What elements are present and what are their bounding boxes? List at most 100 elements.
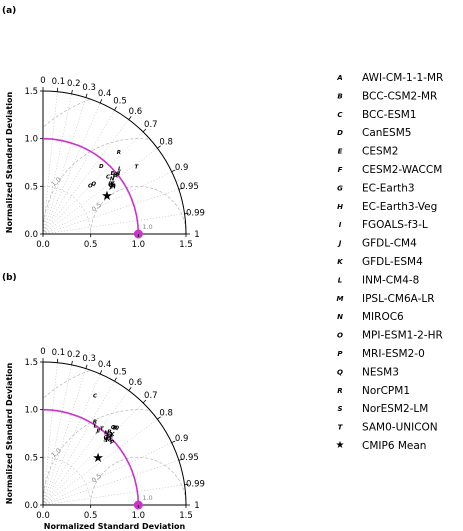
reference-arc: [42, 408, 140, 506]
correlation-label: 0.4: [98, 89, 112, 99]
data-point: E: [106, 435, 110, 441]
correlation-label: 0.3: [82, 83, 96, 93]
data-point: P: [110, 440, 114, 446]
rms-circle: [42, 370, 90, 399]
reference-label: 1.0: [142, 223, 152, 231]
data-point: O: [111, 425, 116, 431]
y-tick-label: 0.5: [24, 453, 38, 463]
data-point: M: [110, 183, 116, 189]
data-point: I: [98, 428, 100, 434]
correlation-label: 0: [40, 347, 45, 357]
rms-circle: [42, 409, 149, 506]
correlation-label: 0.1: [52, 348, 66, 358]
data-point: I: [118, 171, 120, 177]
correlation-label: 0.1: [52, 77, 66, 87]
correlation-label: 0.6: [129, 378, 143, 388]
x-axis-label: Normalized Standard Deviation: [44, 522, 186, 531]
y-tick-label: 1.0: [24, 406, 38, 416]
std-arc: [42, 409, 139, 506]
data-point: G: [104, 435, 109, 441]
legend-label: NorCPM1: [362, 385, 410, 397]
legend-label: MPI-ESM1-2-HR: [362, 330, 443, 342]
correlation-label: 0.99: [186, 208, 205, 218]
y-tick-label: 1.0: [24, 135, 38, 145]
correlation-label: 0.2: [67, 350, 81, 360]
legend-marker: G: [337, 184, 343, 192]
panel-label: (b): [2, 273, 17, 283]
legend-marker: P: [337, 350, 343, 358]
correlation-tick: [171, 440, 176, 444]
legend-label: NESM3: [362, 366, 399, 378]
data-point: C: [106, 175, 110, 181]
correlation-tick: [171, 169, 176, 173]
reference-label: 1.0: [142, 494, 152, 502]
correlation-tick: [99, 370, 103, 375]
correlation-tick: [184, 212, 189, 215]
legend-marker: K: [337, 258, 343, 266]
legend-label: INM-CM4-8: [362, 274, 419, 286]
x-tick-label: 0.0: [36, 511, 50, 521]
data-point: Q: [91, 182, 96, 188]
y-tick-label: 1.5: [24, 358, 38, 368]
legend-marker: O: [337, 332, 343, 340]
x-tick-label: 0.5: [84, 511, 98, 521]
x-tick-label: 1.5: [179, 511, 193, 521]
correlation-label: 0.7: [144, 391, 158, 401]
data-point: S: [104, 437, 108, 443]
data-point: T: [100, 427, 105, 433]
correlation-label: 0.95: [180, 182, 199, 192]
correlation-ray: [42, 368, 87, 506]
correlation-tick: [178, 187, 183, 190]
data-point: J: [109, 185, 112, 191]
data-point: C: [93, 394, 97, 400]
y-tick-label: 0.5: [24, 182, 38, 192]
data-point: G: [109, 183, 114, 189]
legend-label: BCC-ESM1: [362, 109, 417, 121]
correlation-tick: [128, 387, 132, 391]
correlation-label: 0.6: [129, 107, 143, 117]
legend-marker: I: [339, 221, 342, 229]
correlation-label: 0.4: [98, 360, 112, 370]
y-tick-label: 0.0: [24, 230, 38, 240]
correlation-label: 0.3: [82, 354, 96, 364]
correlation-tick: [71, 360, 73, 365]
correlation-tick: [157, 416, 161, 420]
correlation-ray: [42, 93, 72, 235]
rms-label: 1.0: [50, 447, 63, 460]
data-point: O: [88, 184, 93, 190]
correlation-tick: [71, 89, 73, 94]
legend-marker: F: [338, 166, 343, 174]
correlation-label: 0.8: [159, 138, 173, 148]
legend-marker: T: [338, 424, 344, 432]
legend-marker: L: [338, 276, 342, 284]
correlation-label: 0.9: [175, 163, 189, 173]
data-point: R: [93, 420, 97, 426]
legend-label: CanESM5: [362, 127, 411, 139]
correlation-tick: [178, 458, 183, 461]
data-point: N: [104, 431, 109, 437]
correlation-label: 0: [40, 76, 45, 86]
legend-marker: A: [336, 74, 342, 82]
legend-marker: C: [337, 111, 343, 119]
correlation-ray: [42, 213, 185, 235]
correlation-tick: [184, 483, 189, 486]
correlation-tick: [85, 93, 88, 98]
legend-label: AWI-CM-1-1-MR: [362, 72, 443, 84]
y-axis-label: Normalized Standard Deviation: [5, 363, 14, 505]
x-tick-label: 1.0: [132, 511, 146, 521]
legend-marker: R: [337, 387, 342, 395]
legend-marker: ★: [336, 440, 345, 451]
legend-marker: N: [337, 313, 343, 321]
data-point: B: [107, 429, 111, 435]
correlation-label: 1: [194, 501, 199, 511]
taylor-panel-b: (b)0.51.00.00.00.50.51.01.01.51.50 0.1 0.2…: [2, 273, 205, 531]
legend-marker: H: [337, 203, 343, 211]
legend-marker: J: [337, 240, 342, 248]
outer-arc: [42, 90, 187, 235]
outer-arc: [42, 361, 187, 506]
data-point: K: [110, 432, 115, 438]
correlation-tick: [114, 106, 117, 111]
correlation-ray: [42, 364, 72, 506]
y-axis-label: Normalized Standard Deviation: [5, 92, 14, 234]
